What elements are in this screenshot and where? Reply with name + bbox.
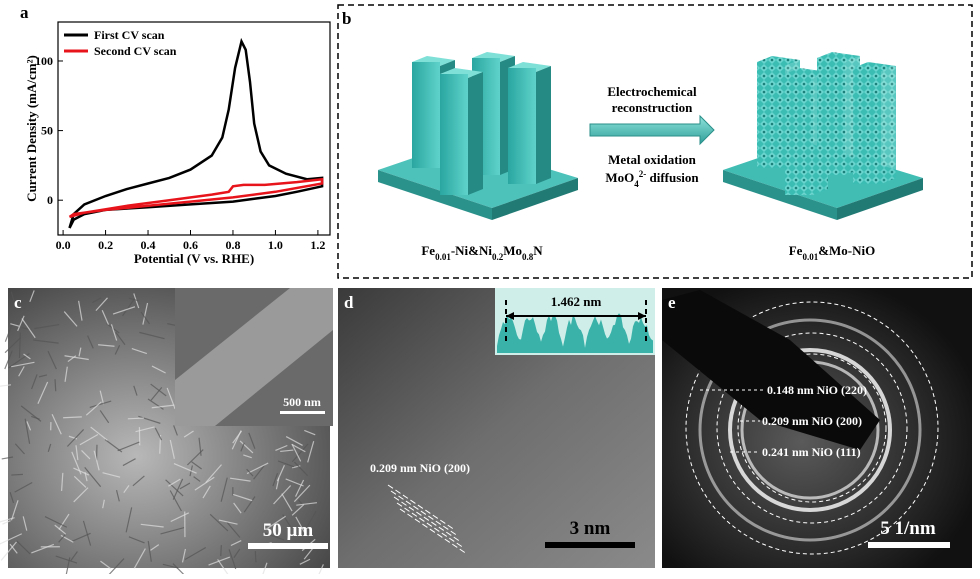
fiber xyxy=(20,333,21,358)
scale-label: 3 nm xyxy=(570,518,611,539)
legend-label: First CV scan xyxy=(94,28,165,42)
fiber xyxy=(63,417,82,418)
panel-letter: d xyxy=(344,293,354,312)
fringe-label: 0.209 nm NiO (200) xyxy=(370,461,470,475)
text-part: 0.01 xyxy=(802,252,818,262)
x-tick-label: 0.2 xyxy=(98,238,113,252)
panel-letter: c xyxy=(14,293,22,312)
text-part: 0.01 xyxy=(435,252,451,262)
fiber xyxy=(55,379,56,391)
pillar-side xyxy=(881,66,896,184)
y-tick-label: 50 xyxy=(41,124,53,138)
scale-label: 50 µm xyxy=(263,520,314,541)
text-part: 4 xyxy=(634,179,639,189)
text-part: -Ni&Ni xyxy=(451,243,493,258)
legend-label: Second CV scan xyxy=(94,44,177,58)
scale-bar xyxy=(280,411,325,414)
material-label: Fe0.01&Mo-NiO xyxy=(789,243,876,262)
scale-label: 500 nm xyxy=(283,395,321,409)
text-part: Mo xyxy=(503,243,522,258)
arrow-label: reconstruction xyxy=(612,100,693,115)
fiber xyxy=(255,551,256,562)
scale-bar xyxy=(545,542,635,548)
y-axis-label: Current Density (mA/cm²) xyxy=(24,55,39,202)
text-part: 0.2 xyxy=(492,252,504,262)
arrow-label: Electrochemical xyxy=(607,84,697,99)
text-part: MoO xyxy=(605,170,634,185)
pillar-front xyxy=(508,68,536,184)
panel-letter: b xyxy=(342,9,351,28)
pillar-front xyxy=(440,74,468,195)
text-part: 2- xyxy=(639,169,647,179)
x-tick-label: 0.0 xyxy=(56,238,71,252)
pillar-side xyxy=(813,72,828,195)
text-part: Fe xyxy=(789,243,803,258)
x-axis-label: Potential (V vs. RHE) xyxy=(134,251,254,266)
x-tick-label: 1.0 xyxy=(268,238,283,252)
pillar-front xyxy=(785,74,813,195)
nanorod-array xyxy=(378,52,578,220)
fiber xyxy=(11,474,23,475)
distance-label: 1.462 nm xyxy=(551,294,602,309)
pillar-front xyxy=(853,68,881,184)
text-part: N xyxy=(533,243,543,258)
x-tick-label: 0.8 xyxy=(225,238,240,252)
cv-curve xyxy=(70,179,323,217)
panel-letter: e xyxy=(668,293,676,312)
y-tick-label: 0 xyxy=(47,193,53,207)
text-part: Fe xyxy=(421,243,435,258)
text-part: diffusion xyxy=(646,170,699,185)
text-part: &Mo-NiO xyxy=(818,243,875,258)
x-tick-label: 1.2 xyxy=(310,238,325,252)
x-tick-label: 0.4 xyxy=(141,238,156,252)
ring-label: 0.148 nm NiO (220) xyxy=(767,383,867,397)
text-part: 0.8 xyxy=(522,252,534,262)
arrow-label: Metal oxidation xyxy=(608,152,697,167)
ring-label: 0.241 nm NiO (111) xyxy=(762,445,861,459)
scale-label: 5 1/nm xyxy=(880,518,936,539)
ring-label: 0.209 nm NiO (200) xyxy=(762,414,862,428)
arrow-label: MoO42- diffusion xyxy=(605,169,699,189)
material-label: Fe0.01-Ni&Ni0.2Mo0.8N xyxy=(421,243,543,262)
fiber xyxy=(221,545,222,556)
scale-bar xyxy=(868,542,950,548)
reconstructed-array xyxy=(723,52,923,220)
pillar-side xyxy=(468,72,483,195)
scale-bar xyxy=(248,543,328,549)
arrow xyxy=(590,116,714,144)
panel-letter: a xyxy=(20,3,29,22)
pillar-front xyxy=(757,62,785,168)
fiber xyxy=(128,418,144,419)
pillar-side xyxy=(536,66,551,184)
pillar-front xyxy=(412,62,440,168)
x-tick-label: 0.6 xyxy=(183,238,198,252)
